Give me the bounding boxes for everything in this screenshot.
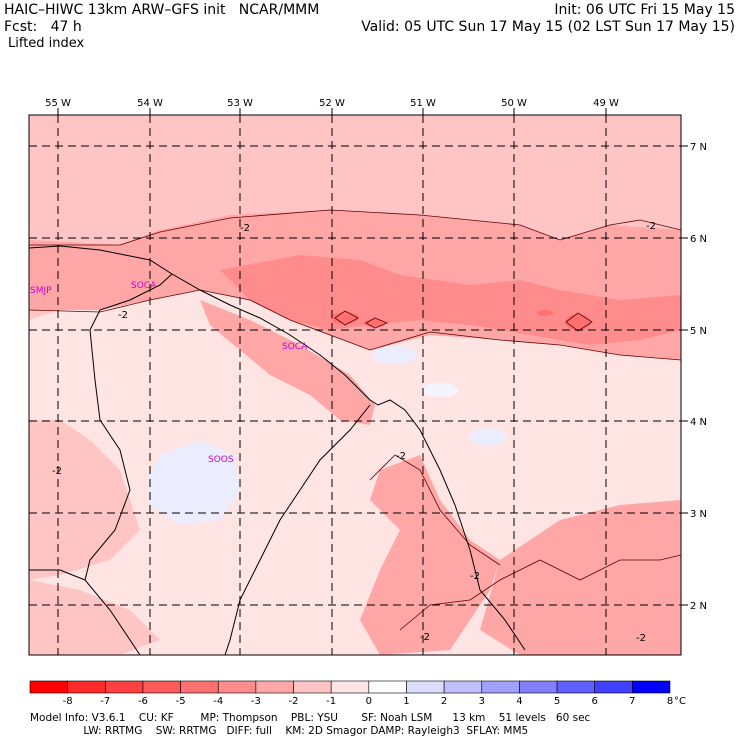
map-frame: [28, 114, 682, 656]
lat-label-4n: 4 N: [690, 417, 707, 428]
colorbar-tick-label: 6: [592, 696, 598, 707]
colorbar-swatch: [255, 680, 294, 694]
colorbar-tick-label: 5: [554, 696, 560, 707]
lat-label-7n: 7 N: [690, 142, 707, 153]
lat-label-5n: 5 N: [690, 326, 707, 337]
graticule: [29, 115, 681, 655]
lon-label-54w: 54 W: [137, 98, 163, 109]
colorbar-swatch: [556, 680, 596, 694]
colorbar-swatch: [443, 680, 483, 694]
lat-label-2n: 2 N: [690, 601, 707, 612]
colorbar-tick-label: 1: [403, 696, 409, 707]
field-name: Lifted index: [8, 36, 85, 51]
colorbar-tick-label: -1: [326, 696, 336, 707]
contour-label: -2: [118, 310, 128, 321]
colorbar-tick-label: 8: [667, 696, 673, 707]
footer-model-info: Model Info: V3.6.1 CU: KF MP: Thompson P…: [30, 712, 591, 724]
contour-label: -2: [420, 632, 430, 643]
colorbar-swatch: [519, 680, 558, 694]
colorbar: -8 -7 -6 -5 -4 -3 -2 -1 0 1 2 3 4 5 6 7 8 °C: [29, 680, 686, 707]
coastline: [29, 245, 526, 655]
shaded-field: [29, 115, 681, 655]
lon-label-52w: 52 W: [319, 98, 345, 109]
footer-model-physics: LW: RRTMG SW: RRTMG DIFF: full KM: 2D Sm…: [30, 725, 529, 737]
contour-label: -2: [636, 633, 646, 644]
lat-ticks: [681, 145, 688, 606]
colorbar-tick-label: -2: [289, 696, 299, 707]
colorbar-tick-label: -4: [213, 696, 223, 707]
colorbar-swatch: [406, 680, 445, 694]
colorbar-tick-label: 3: [479, 696, 485, 707]
colorbar-swatch: [632, 680, 671, 694]
lon-label-51w: 51 W: [410, 98, 436, 109]
model-title: HAIC–HIWC 13km ARW–GFS init NCAR/MMM: [4, 2, 320, 18]
colorbar-tick-label: -5: [176, 696, 186, 707]
colorbar-tick-label: 4: [516, 696, 522, 707]
forecast-hour: Fcst: 47 h: [4, 19, 82, 35]
station-soos: SOOS: [208, 455, 234, 465]
station-smjp: SMJP: [30, 286, 52, 296]
contour-label: -2: [240, 223, 250, 234]
station-soca-2: SOCA: [282, 342, 308, 352]
contour-label: -2: [396, 451, 406, 462]
valid-time: Valid: 05 UTC Sun 17 May 15 (02 LST Sun …: [361, 19, 735, 35]
colorbar-tick-label: -8: [63, 696, 73, 707]
colorbar-swatch: [217, 680, 257, 694]
colorbar-swatch: [481, 680, 520, 694]
colorbar-swatch: [29, 680, 68, 694]
colorbar-tick-label: 7: [629, 696, 635, 707]
init-time: Init: 06 UTC Fri 15 May 15: [554, 2, 735, 18]
colorbar-tick-label: 0: [366, 696, 372, 707]
lon-label-53w: 53 W: [227, 98, 253, 109]
contour-label: -2: [470, 571, 480, 582]
lat-label-3n: 3 N: [690, 509, 707, 520]
colorbar-swatch: [67, 680, 106, 694]
colorbar-swatch: [293, 680, 332, 694]
colorbar-swatch: [180, 680, 219, 694]
colorbar-unit: °C: [674, 696, 686, 707]
colorbar-tick-label: -7: [100, 696, 110, 707]
lon-label-49w: 49 W: [593, 98, 619, 109]
colorbar-swatch: [104, 680, 144, 694]
lat-label-6n: 6 N: [690, 234, 707, 245]
lon-label-55w: 55 W: [45, 98, 71, 109]
colorbar-swatch: [594, 680, 633, 694]
colorbar-tick-label: -6: [138, 696, 148, 707]
contour-label: -2: [52, 466, 62, 477]
colorbar-swatch: [142, 680, 181, 694]
colorbar-swatch: [368, 680, 407, 694]
contour-label: -2: [646, 221, 656, 232]
colorbar-swatch: [330, 680, 370, 694]
lon-label-50w: 50 W: [501, 98, 527, 109]
station-soca-1: SOCA: [131, 281, 157, 291]
colorbar-tick-label: -3: [251, 696, 261, 707]
lon-ticks: [57, 108, 607, 115]
colorbar-tick-label: 2: [441, 696, 447, 707]
